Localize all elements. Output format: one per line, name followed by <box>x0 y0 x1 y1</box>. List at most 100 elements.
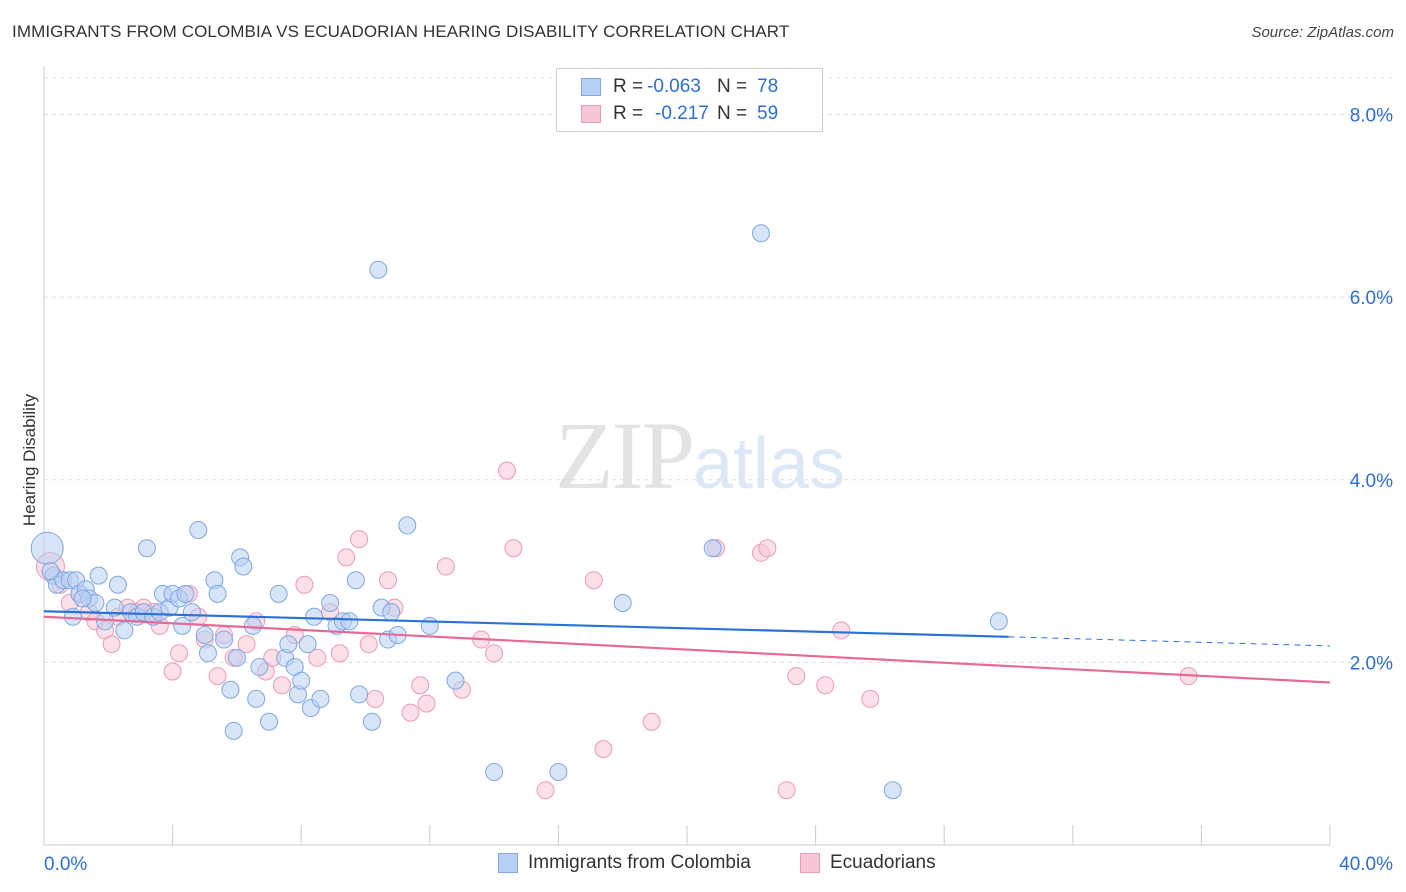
x-tick-label: 0.0% <box>44 854 87 875</box>
point-ecuadorians <box>411 676 430 695</box>
point-ecuadorians <box>816 676 835 695</box>
y-tick-label: 2.0% <box>1350 653 1393 674</box>
bottom-legend-ecuadorians[interactable]: Ecuadorians <box>800 852 936 874</box>
point-ecuadorians <box>787 667 806 686</box>
legend-r-label: R = <box>613 76 644 97</box>
point-colombia <box>446 671 465 690</box>
point-ecuadorians <box>485 644 504 663</box>
point-ecuadorians <box>337 548 356 567</box>
point-colombia <box>234 557 253 576</box>
points-layer <box>30 224 1198 800</box>
point-colombia <box>350 685 369 704</box>
point-ecuadorians <box>237 635 256 654</box>
correlation-legend: R = -0.063 N = 78 R = -0.217 N = 59 <box>556 68 823 132</box>
legend-label-colombia: Immigrants from Colombia <box>528 852 751 873</box>
y-tick-label: 4.0% <box>1350 471 1393 492</box>
point-colombia <box>279 635 298 654</box>
point-colombia <box>108 575 127 594</box>
point-ecuadorians <box>642 712 661 731</box>
legend-swatch-pink <box>800 853 820 873</box>
point-colombia <box>292 671 311 690</box>
point-ecuadorians <box>497 461 516 480</box>
trend-line-ecuadorians <box>43 615 1331 684</box>
point-ecuadorians <box>436 557 455 576</box>
point-ecuadorians <box>417 694 436 713</box>
y-tick-label: 8.0% <box>1350 106 1393 127</box>
point-colombia <box>30 531 64 565</box>
point-colombia <box>382 603 401 622</box>
legend-row-colombia: R = -0.063 N = 78 <box>581 75 778 99</box>
point-colombia <box>89 566 108 585</box>
trend-layer <box>43 610 1331 684</box>
point-colombia <box>215 630 234 649</box>
point-ecuadorians <box>379 571 398 590</box>
legend-n-label: N = <box>717 103 748 124</box>
point-colombia <box>369 260 388 279</box>
label-layer: 2.0% 4.0% 6.0% 8.0% 0.0% 40.0% <box>44 106 1393 875</box>
point-colombia <box>989 612 1008 631</box>
point-ecuadorians <box>366 689 385 708</box>
point-ecuadorians <box>272 676 291 695</box>
point-colombia <box>346 571 365 590</box>
axis-layer <box>43 66 1331 846</box>
point-colombia <box>221 680 240 699</box>
point-colombia <box>247 689 266 708</box>
point-ecuadorians <box>102 635 121 654</box>
legend-label-ecuadorians: Ecuadorians <box>830 852 936 873</box>
legend-swatch-blue <box>498 853 518 873</box>
point-colombia <box>321 594 340 613</box>
legend-n-label: N = <box>717 76 748 97</box>
source-label: Source: ZipAtlas.com <box>1251 24 1394 41</box>
legend-swatch-pink <box>581 105 601 123</box>
point-colombia <box>195 625 214 644</box>
trend-extension-colombia <box>1008 636 1331 647</box>
point-colombia <box>73 589 92 608</box>
point-ecuadorians <box>861 689 880 708</box>
trend-line-colombia <box>43 610 1009 638</box>
point-colombia <box>182 603 201 622</box>
point-colombia <box>311 689 330 708</box>
legend-r-value: -0.217 <box>655 103 709 124</box>
point-colombia <box>362 712 381 731</box>
point-colombia <box>173 616 192 635</box>
point-ecuadorians <box>777 781 796 800</box>
point-ecuadorians <box>308 648 327 667</box>
point-colombia <box>189 520 208 539</box>
legend-row-ecuadorians: R = -0.217 N = 59 <box>581 102 778 126</box>
point-colombia <box>305 607 324 626</box>
point-colombia <box>298 635 317 654</box>
y-axis-label: Hearing Disability <box>20 393 39 527</box>
point-colombia <box>613 594 632 613</box>
legend-swatch-blue <box>581 78 601 96</box>
legend-r-label: R = <box>613 103 644 124</box>
point-colombia <box>115 621 134 640</box>
point-ecuadorians <box>536 781 555 800</box>
point-colombia <box>398 516 417 535</box>
point-colombia <box>208 584 227 603</box>
point-ecuadorians <box>350 530 369 549</box>
point-colombia <box>176 584 195 603</box>
point-ecuadorians <box>208 667 227 686</box>
point-colombia <box>420 616 439 635</box>
point-colombia <box>751 224 770 243</box>
point-ecuadorians <box>295 575 314 594</box>
point-colombia <box>198 644 217 663</box>
chart-title: IMMIGRANTS FROM COLOMBIA VS ECUADORIAN H… <box>12 22 790 41</box>
watermark-atlas: atlas <box>693 424 846 504</box>
point-colombia <box>224 721 243 740</box>
point-colombia <box>243 616 262 635</box>
point-colombia <box>883 781 902 800</box>
point-ecuadorians <box>594 740 613 759</box>
legend-n-value: 78 <box>757 76 779 97</box>
point-colombia <box>137 539 156 558</box>
legend-r-value: -0.063 <box>647 76 701 97</box>
point-colombia <box>41 562 60 581</box>
point-ecuadorians <box>504 539 523 558</box>
point-colombia <box>703 539 722 558</box>
point-ecuadorians <box>330 644 349 663</box>
bottom-legend-colombia[interactable]: Immigrants from Colombia <box>498 852 751 874</box>
point-colombia <box>250 657 269 676</box>
watermark: ZIPatlas <box>555 400 845 511</box>
point-ecuadorians <box>170 644 189 663</box>
